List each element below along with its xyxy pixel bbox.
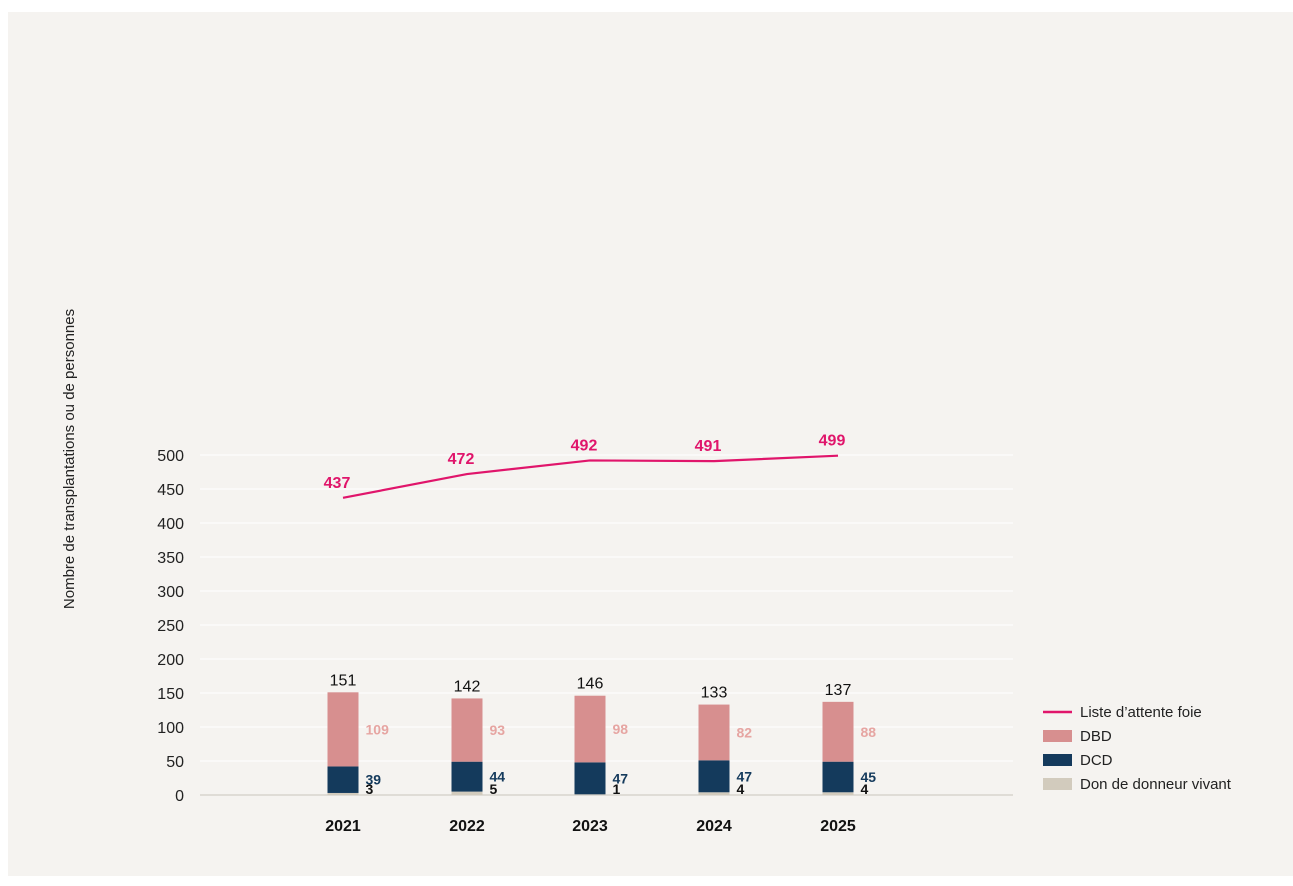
legend-label: Liste d’attente foie xyxy=(1080,704,1202,721)
gridlines xyxy=(200,454,1013,796)
y-tick-label: 400 xyxy=(157,516,184,533)
bar-segment-don-de-donneur-vivant-2024 xyxy=(698,792,730,795)
line-value-label: 499 xyxy=(819,433,846,450)
legend-swatch-dbd xyxy=(1043,730,1072,742)
x-tick-label: 2021 xyxy=(325,818,361,835)
legend: Liste d’attente foie DBD DCD Don de donneur… xyxy=(1043,704,1232,793)
bar-segment-dcd-2022 xyxy=(451,761,483,792)
stacked-bars xyxy=(327,692,854,795)
line-value-label: 491 xyxy=(695,438,722,455)
bar-total-label: 146 xyxy=(577,676,604,693)
segment-value-label: 82 xyxy=(737,724,753,740)
bar-total-label: 142 xyxy=(454,678,481,695)
bar-segment-don-de-donneur-vivant-2025 xyxy=(822,792,854,795)
bar-segment-don-de-donneur-vivant-2023 xyxy=(574,794,606,795)
segment-value-label: 3 xyxy=(366,781,374,797)
y-tick-label: 50 xyxy=(166,754,184,771)
bar-segment-dcd-2024 xyxy=(698,760,730,793)
segment-value-label: 4 xyxy=(861,781,869,797)
bar-segment-dcd-2025 xyxy=(822,761,854,793)
bar-segment-don-de-donneur-vivant-2022 xyxy=(451,791,483,795)
y-tick-label: 500 xyxy=(157,448,184,465)
segment-value-label: 1 xyxy=(613,781,621,797)
legend-label: DCD xyxy=(1080,752,1113,769)
bar-segment-dbd-2022 xyxy=(451,698,483,762)
bar-segment-dbd-2023 xyxy=(574,695,606,763)
x-tick-label: 2025 xyxy=(820,818,856,835)
legend-swatch-don-de-donneur-vivant xyxy=(1043,778,1072,790)
segment-value-label: 98 xyxy=(613,721,629,737)
bar-segment-dbd-2024 xyxy=(698,704,730,761)
bar-segment-dbd-2025 xyxy=(822,701,854,762)
y-tick-label: 0 xyxy=(175,788,184,805)
y-tick-label: 350 xyxy=(157,550,184,567)
bar-segment-don-de-donneur-vivant-2021 xyxy=(327,792,359,795)
segment-value-label: 109 xyxy=(366,721,390,737)
segment-value-label: 4 xyxy=(737,781,745,797)
y-tick-label: 200 xyxy=(157,652,184,669)
legend-label: DBD xyxy=(1080,728,1112,745)
waiting-list-polyline xyxy=(342,454,839,499)
x-axis-ticks: 2021 2022 2023 2024 2025 xyxy=(325,818,856,835)
segment-value-label: 39 xyxy=(366,772,382,788)
x-tick-label: 2023 xyxy=(572,818,608,835)
y-axis-title: Nombre de transplantations ou de personn… xyxy=(61,309,78,609)
y-tick-label: 300 xyxy=(157,584,184,601)
y-axis-ticks: 0 50 100 150 200 250 300 350 400 450 500 xyxy=(157,448,184,805)
bar-total-label: 133 xyxy=(701,685,728,702)
y-tick-label: 450 xyxy=(157,482,184,499)
y-tick-label: 100 xyxy=(157,720,184,737)
legend-label: Don de donneur vivant xyxy=(1080,776,1232,793)
legend-swatch-dcd xyxy=(1043,754,1072,766)
bar-segment-dbd-2021 xyxy=(327,692,359,767)
segment-value-label: 47 xyxy=(613,770,629,786)
segment-value-label: 47 xyxy=(737,768,753,784)
x-tick-label: 2024 xyxy=(696,818,732,835)
bar-total-label: 151 xyxy=(330,672,357,689)
segment-value-label: 44 xyxy=(490,769,506,785)
line-value-label: 492 xyxy=(571,437,598,454)
line-value-label: 472 xyxy=(448,451,475,468)
line-value-label: 437 xyxy=(324,475,351,492)
bar-total-label: 137 xyxy=(825,682,852,699)
y-tick-label: 150 xyxy=(157,686,184,703)
x-tick-label: 2022 xyxy=(449,818,485,835)
segment-value-label: 93 xyxy=(490,722,506,738)
bar-segment-dcd-2021 xyxy=(327,766,359,793)
segment-value-label: 88 xyxy=(861,724,877,740)
waiting-list-line xyxy=(342,454,839,499)
segment-value-label: 45 xyxy=(861,769,877,785)
data-labels: 3391091515449314214798146447821334458813… xyxy=(324,433,877,797)
chart-panel: 0 50 100 150 200 250 300 350 400 450 500 3 39 109 151… xyxy=(8,12,1293,876)
bar-segment-dcd-2023 xyxy=(574,762,606,795)
y-tick-label: 250 xyxy=(157,618,184,635)
segment-value-label: 5 xyxy=(490,781,498,797)
